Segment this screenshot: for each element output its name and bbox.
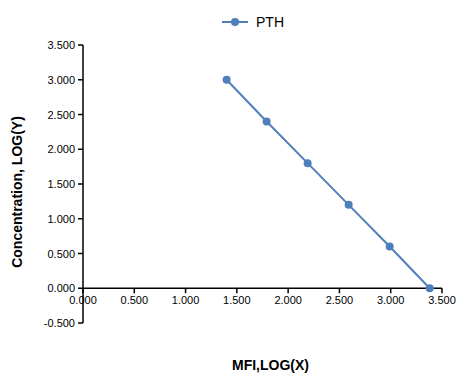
x-tick-label: 2.500 [326,294,354,306]
y-tick-label: 2.500 [47,109,75,121]
y-tick-label: 3.500 [47,39,75,51]
chart: -0.500 0.000 0.500 1.000 1.500 2.000 2.500 3.00… [0,0,469,392]
series-point [263,117,271,125]
x-tick-label: 3.000 [377,294,405,306]
y-tick-label: 0.500 [47,248,75,260]
x-tick-label: 3.500 [428,294,456,306]
y-tick [78,183,83,185]
x-tick [82,288,84,293]
series-point [426,284,434,292]
series-point [345,201,353,209]
y-tick-label: 1.000 [47,213,75,225]
x-tick [287,288,289,293]
series-line [227,80,430,289]
y-tick [78,253,83,255]
y-tick [78,218,83,220]
x-tick-label: 2.000 [274,294,302,306]
x-tick-label: 0.000 [69,294,97,306]
series-point [304,159,312,167]
y-tick [78,149,83,151]
x-tick [390,288,392,293]
y-tick [78,79,83,81]
x-tick [134,288,136,293]
y-tick-label: 3.000 [47,74,75,86]
series-point [386,243,394,251]
x-tick-label: 1.000 [172,294,200,306]
y-tick [78,114,83,116]
series-point [223,76,231,84]
y-tick [78,44,83,46]
x-tick [339,288,341,293]
legend-marker [231,18,239,26]
x-tick-label: 1.500 [223,294,251,306]
legend-label: PTH [256,14,284,30]
y-tick [78,322,83,324]
x-tick [441,288,443,293]
x-axis [83,288,442,290]
y-tick-label: -0.500 [44,317,75,329]
y-tick-label: 2.000 [47,143,75,155]
y-tick-label: 1.500 [47,178,75,190]
plot-area [223,76,434,293]
x-tick [185,288,187,293]
x-tick-label: 0.500 [121,294,149,306]
x-axis-label: MFI,LOG(X) [232,357,309,373]
y-axis-label: Concentration, LOG(Y) [9,116,25,268]
y-tick-label: 0.000 [47,282,75,294]
x-tick [236,288,238,293]
